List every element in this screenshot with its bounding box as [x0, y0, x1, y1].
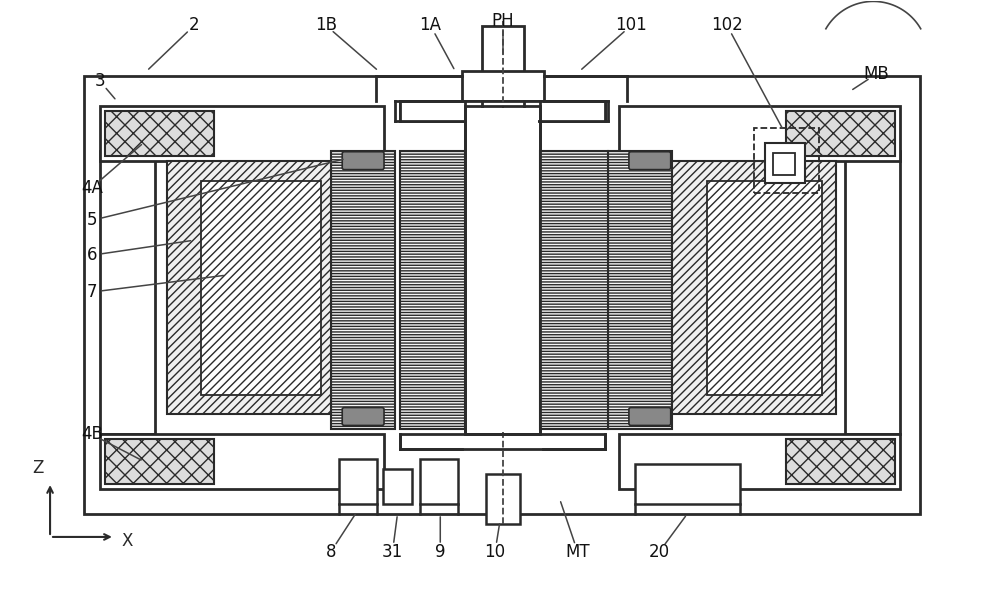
Bar — [608, 151, 672, 429]
Bar — [482, 26, 524, 76]
Bar — [619, 106, 900, 160]
Text: 102: 102 — [711, 16, 743, 34]
Text: PH: PH — [492, 12, 514, 30]
Text: 9: 9 — [435, 543, 446, 561]
Text: 1A: 1A — [419, 16, 441, 34]
Bar — [331, 151, 395, 429]
Bar — [845, 151, 900, 434]
Bar — [400, 101, 605, 121]
Text: 20: 20 — [649, 543, 670, 561]
Bar — [754, 128, 819, 193]
Bar — [420, 459, 458, 504]
Bar — [773, 152, 795, 174]
Text: MT: MT — [565, 543, 590, 561]
Bar — [462, 71, 544, 101]
Bar — [100, 434, 384, 489]
Bar — [672, 160, 836, 415]
Bar — [635, 464, 740, 504]
Text: 101: 101 — [616, 16, 647, 34]
Text: 31: 31 — [382, 543, 403, 561]
Bar — [707, 181, 822, 395]
FancyBboxPatch shape — [629, 407, 671, 425]
Text: 8: 8 — [326, 543, 336, 561]
Bar — [400, 434, 605, 450]
FancyBboxPatch shape — [342, 407, 384, 425]
Bar — [100, 151, 155, 434]
Bar — [201, 181, 321, 395]
Text: 5: 5 — [87, 212, 97, 229]
Bar — [105, 111, 214, 156]
Bar — [765, 143, 805, 182]
Text: 4B: 4B — [81, 425, 103, 443]
Bar — [465, 106, 540, 434]
Text: 3: 3 — [95, 72, 105, 90]
Text: 7: 7 — [87, 283, 97, 301]
Text: 1B: 1B — [315, 16, 337, 34]
Text: 2: 2 — [189, 16, 200, 34]
Text: X: X — [122, 532, 133, 550]
Text: 4A: 4A — [81, 179, 103, 196]
Text: 6: 6 — [87, 246, 97, 264]
Bar — [167, 160, 331, 415]
Text: Z: Z — [32, 459, 44, 477]
Bar — [465, 106, 540, 434]
Bar — [100, 106, 384, 160]
Bar — [400, 151, 465, 429]
Bar — [786, 111, 895, 156]
Bar — [786, 439, 895, 484]
Bar — [467, 108, 538, 432]
Text: MB: MB — [863, 65, 889, 83]
Bar — [540, 151, 608, 429]
FancyBboxPatch shape — [629, 152, 671, 170]
Text: 10: 10 — [484, 543, 506, 561]
Bar — [400, 101, 465, 121]
Bar — [105, 439, 214, 484]
FancyBboxPatch shape — [342, 152, 384, 170]
Bar — [383, 469, 412, 504]
Bar — [540, 101, 605, 121]
Bar — [619, 434, 900, 489]
Bar — [84, 76, 920, 514]
Bar — [486, 474, 520, 524]
Bar — [339, 459, 377, 504]
Bar — [473, 114, 532, 426]
